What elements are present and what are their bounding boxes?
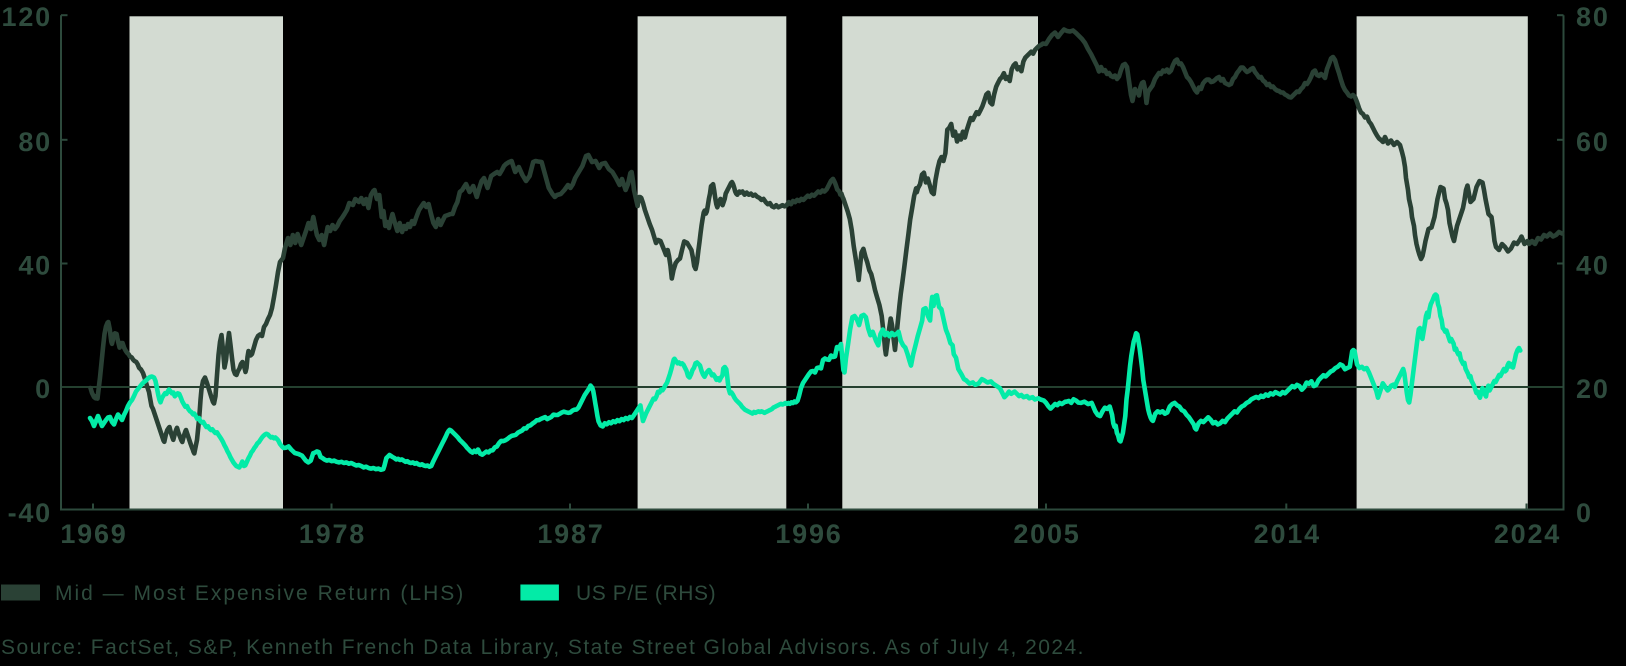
svg-text:1969: 1969 (60, 519, 127, 549)
svg-text:Mid — Most Expensive Return (L: Mid — Most Expensive Return (LHS) (55, 582, 465, 605)
svg-text:80: 80 (1576, 2, 1610, 32)
svg-text:40: 40 (18, 251, 52, 281)
svg-text:80: 80 (18, 127, 52, 157)
svg-text:20: 20 (1576, 374, 1610, 404)
svg-text:Source: FactSet, S&P, Kenneth: Source: FactSet, S&P, Kenneth French Dat… (1, 636, 1085, 659)
svg-text:120: 120 (2, 2, 52, 32)
svg-text:-40: -40 (8, 498, 52, 528)
svg-text:60: 60 (1576, 127, 1610, 157)
svg-text:2024: 2024 (1494, 519, 1561, 549)
svg-text:40: 40 (1576, 251, 1610, 281)
svg-text:0: 0 (1576, 498, 1593, 528)
svg-text:1987: 1987 (537, 519, 604, 549)
svg-text:US P/E (RHS): US P/E (RHS) (576, 582, 716, 605)
svg-text:0: 0 (35, 374, 52, 404)
svg-text:1996: 1996 (775, 519, 842, 549)
svg-text:2014: 2014 (1254, 519, 1321, 549)
svg-text:2005: 2005 (1013, 519, 1080, 549)
svg-text:1978: 1978 (299, 519, 366, 549)
